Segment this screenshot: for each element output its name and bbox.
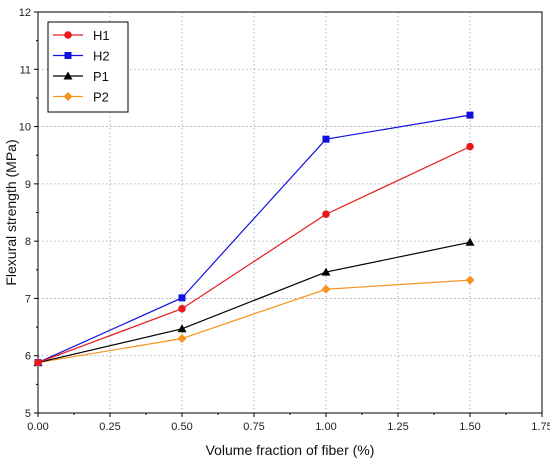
- legend-marker-h1: [64, 31, 72, 39]
- x-tick-label: 1.00: [315, 421, 336, 433]
- x-tick-label: 1.25: [387, 421, 408, 433]
- data-point-p1: [321, 267, 331, 276]
- data-point-h2: [178, 294, 186, 302]
- data-point-p1: [465, 237, 475, 246]
- data-point-p2: [465, 275, 475, 285]
- legend-label-h2: H2: [93, 49, 110, 64]
- data-point-p1: [177, 324, 187, 333]
- y-tick-label: 11: [20, 64, 31, 76]
- data-point-h1: [34, 358, 42, 367]
- y-axis-title: Flexural strength (MPa): [3, 139, 19, 285]
- legend-marker-p2: [63, 92, 73, 101]
- x-tick-label: 0.75: [243, 421, 264, 433]
- data-point-h1: [466, 142, 474, 151]
- y-tick-label: 5: [25, 408, 31, 420]
- y-tick-label: 12: [19, 7, 31, 19]
- y-tick-label: 7: [25, 293, 31, 305]
- x-tick-label: 0.25: [99, 421, 120, 433]
- legend-marker-h2: [64, 52, 72, 59]
- x-tick-label: 1.50: [459, 421, 480, 433]
- x-tick-label: 0.00: [27, 421, 48, 433]
- series-line-h2: [37, 114, 471, 364]
- data-point-h2: [322, 135, 330, 143]
- y-tick-label: 9: [25, 179, 31, 191]
- series-h1: [34, 142, 474, 367]
- x-tick-label: 1.75: [531, 421, 550, 433]
- x-tick-label: 0.50: [171, 421, 192, 433]
- series-lines: [33, 111, 475, 368]
- series-h2: [34, 111, 474, 367]
- data-point-h2: [466, 111, 474, 119]
- legend-label-p2: P2: [93, 90, 109, 105]
- data-point-p2: [321, 284, 331, 294]
- y-tick-label: 6: [25, 351, 31, 363]
- legend: H1 H2 P1 P2: [47, 21, 129, 113]
- series-line-p1: [37, 241, 471, 364]
- data-point-h1: [322, 210, 330, 219]
- y-tick-label: 8: [25, 236, 31, 248]
- x-axis-title: Volume fraction of fiber (%): [206, 442, 375, 458]
- data-point-p2: [177, 334, 187, 344]
- legend-label-h1: H1: [93, 28, 110, 43]
- series-line-p2: [37, 279, 471, 364]
- data-point-h1: [178, 304, 186, 313]
- legend-marker-p1: [63, 71, 73, 80]
- axis-ticks: 0.00 0.25 0.50 0.75 1.00 1.25 1.50 1.75 5 6 7 8 9 10 1…: [19, 7, 550, 433]
- legend-label-p1: P1: [93, 69, 109, 84]
- y-tick-label: 10: [19, 122, 31, 134]
- series-line-h1: [37, 146, 471, 364]
